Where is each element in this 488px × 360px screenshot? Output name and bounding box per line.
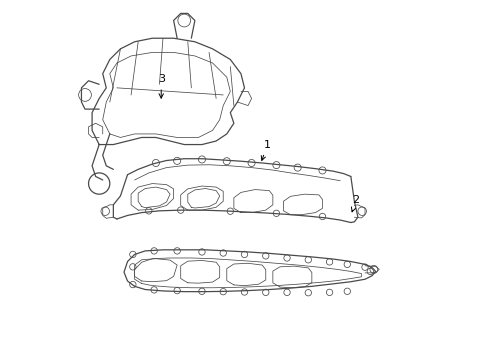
- Text: 2: 2: [351, 195, 359, 212]
- Text: 1: 1: [261, 140, 270, 161]
- Text: 3: 3: [158, 74, 164, 98]
